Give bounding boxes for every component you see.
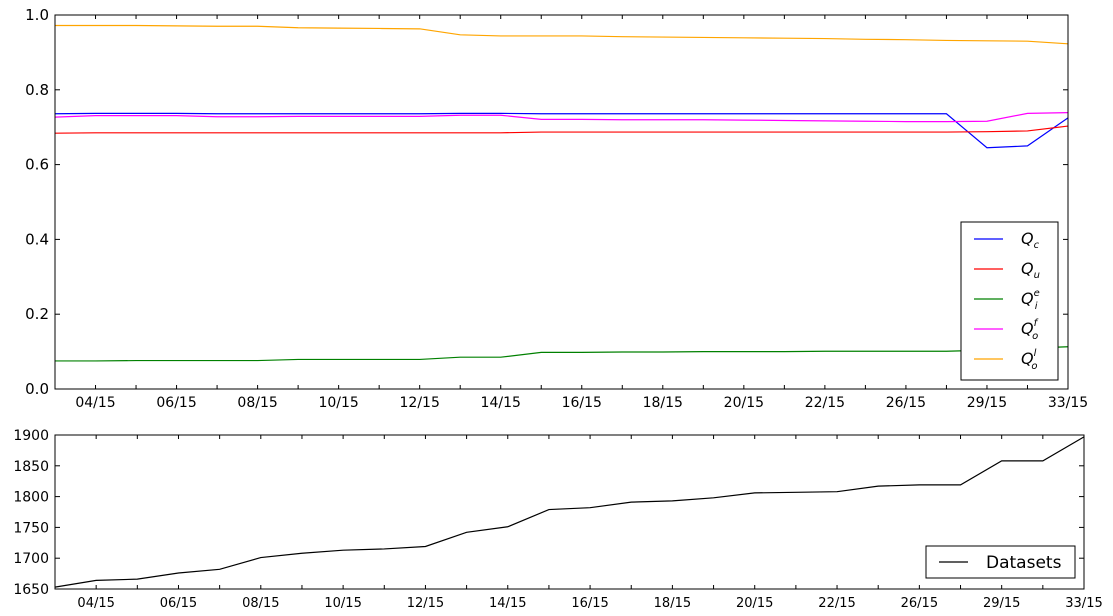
datasets-count-chart: 04/15 06/15 08/15 10/15 12/15 14/15 16/15 18/15…	[13, 428, 1102, 611]
legend-label-0: Datasets	[986, 553, 1062, 573]
y-tick-label: 1.0	[25, 6, 49, 24]
x-tick-label: 18/15	[643, 395, 683, 411]
x-tick-label: 29/15	[983, 596, 1020, 611]
x-tick-label: 14/15	[481, 395, 521, 411]
series-line-4	[55, 25, 1068, 43]
plot-frame	[55, 15, 1068, 389]
legend: Datasets	[926, 546, 1075, 578]
x-tick-label: 12/15	[407, 596, 444, 611]
x-tick-label: 22/15	[818, 596, 855, 611]
x-tick-label: 12/15	[400, 395, 440, 411]
series-line-2	[55, 347, 1068, 361]
y-tick-label: 1700	[13, 551, 49, 567]
x-tick-label: 04/15	[75, 395, 115, 411]
legend-box	[961, 222, 1058, 380]
y-tick-label: 0.6	[25, 156, 49, 174]
y-tick-label: 1850	[13, 459, 49, 475]
x-tick-label: 06/15	[160, 596, 197, 611]
x-tick-label: 08/15	[242, 596, 279, 611]
x-tick-label: 10/15	[318, 395, 358, 411]
y-tick-label: 0.2	[25, 305, 49, 323]
x-tick-label: 26/15	[886, 395, 926, 411]
x-tick-label: 26/15	[901, 596, 938, 611]
series-line-1	[55, 126, 1068, 133]
x-tick-label: 16/15	[571, 596, 608, 611]
series-line-0	[55, 113, 1068, 147]
y-tick-label: 1750	[13, 520, 49, 536]
quality-metrics-chart: 04/15 06/15 08/15 10/15 12/15 14/15 16/15 18/15…	[25, 6, 1088, 411]
x-tick-label: 22/15	[805, 395, 845, 411]
x-tick-label: 33/15	[1065, 596, 1102, 611]
x-tick-label: 14/15	[489, 596, 526, 611]
y-tick-label: 0.4	[25, 230, 49, 248]
x-tick-label: 29/15	[967, 395, 1007, 411]
x-tick-label: 16/15	[562, 395, 602, 411]
x-tick-label: 18/15	[654, 596, 691, 611]
y-tick-label: 1800	[13, 490, 49, 506]
y-tick-label: 0.0	[25, 380, 49, 398]
x-tick-label: 08/15	[237, 395, 277, 411]
x-tick-label: 06/15	[156, 395, 196, 411]
x-tick-label: 20/15	[736, 596, 773, 611]
x-tick-label: 20/15	[724, 395, 764, 411]
y-tick-label: 1900	[13, 428, 49, 444]
y-tick-label: 1650	[13, 582, 49, 598]
x-tick-label: 04/15	[77, 596, 114, 611]
x-tick-label: 10/15	[324, 596, 361, 611]
x-tick-label: 33/15	[1048, 395, 1088, 411]
y-tick-label: 0.8	[25, 81, 49, 99]
